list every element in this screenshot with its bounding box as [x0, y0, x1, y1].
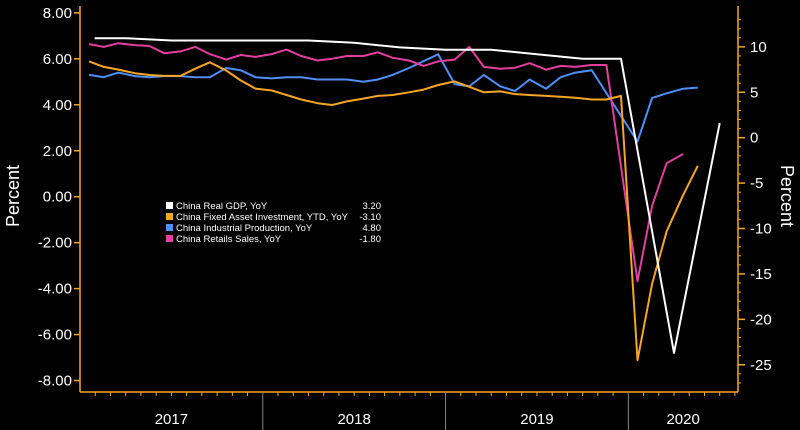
left-tick-label: 8.00 — [43, 5, 72, 22]
legend-swatch-retail — [166, 235, 173, 242]
series-line-fai — [88, 60, 699, 362]
right-tick-label: -15 — [750, 266, 772, 283]
left-tick-label: 4.00 — [43, 97, 72, 114]
right-tick-label: 0 — [750, 130, 758, 147]
left-tick-label: 0.00 — [43, 189, 72, 206]
legend-value-fai: -3.10 — [359, 212, 381, 223]
right-tick-label: -10 — [750, 221, 772, 238]
right-axis-ticks: 10 5 0 -5 -10 -15 -20 -25 — [738, 19, 772, 384]
legend-swatch-fai — [166, 213, 173, 220]
legend-label-gdp: China Real GDP, YoY — [176, 201, 268, 212]
x-tick-label: 2019 — [520, 411, 553, 428]
series-line-gdp — [94, 37, 721, 354]
right-tick-label: 10 — [750, 39, 767, 56]
left-axis-title: Percent — [3, 165, 23, 227]
legend-background — [162, 197, 384, 251]
x-tick-label: 2018 — [337, 411, 370, 428]
left-tick-label: 2.00 — [43, 143, 72, 160]
x-tick-label: 2017 — [155, 411, 188, 428]
x-tick-label: 2020 — [666, 411, 699, 428]
left-axis-ticks: 8.00 6.00 4.00 2.00 0.00 -2.00 -4.00 -6.00 -8.00 — [38, 5, 80, 390]
legend-value-gdp: 3.20 — [363, 201, 382, 212]
series-lines — [88, 37, 721, 362]
right-tick-label: -20 — [750, 311, 772, 328]
x-axis-ticks: 2017 2018 2019 2020 — [94, 392, 736, 430]
legend-label-fai: China Fixed Asset Investment, YTD, YoY — [176, 212, 349, 223]
left-tick-label: -8.00 — [38, 373, 72, 390]
left-tick-label: -6.00 — [38, 327, 72, 344]
left-tick-label: -2.00 — [38, 235, 72, 252]
right-axis-title: Percent — [777, 165, 797, 227]
legend-swatch-ip — [166, 224, 173, 231]
legend-label-ip: China Industrial Production, YoY — [176, 223, 313, 234]
legend-value-retail: -1.80 — [359, 234, 381, 245]
left-tick-label: 6.00 — [43, 51, 72, 68]
right-tick-label: 5 — [750, 84, 758, 101]
legend-label-retail: China Retails Sales, YoY — [176, 234, 282, 245]
right-tick-label: -5 — [750, 175, 763, 192]
left-tick-label: -4.00 — [38, 281, 72, 298]
legend-value-ip: 4.80 — [363, 223, 382, 234]
series-line-retail — [88, 42, 684, 283]
right-tick-label: -25 — [750, 357, 772, 374]
legend-swatch-gdp — [166, 202, 173, 209]
legend: China Real GDP, YoY 3.20 China Fixed Ass… — [162, 197, 384, 251]
series-line-ip — [88, 53, 698, 143]
